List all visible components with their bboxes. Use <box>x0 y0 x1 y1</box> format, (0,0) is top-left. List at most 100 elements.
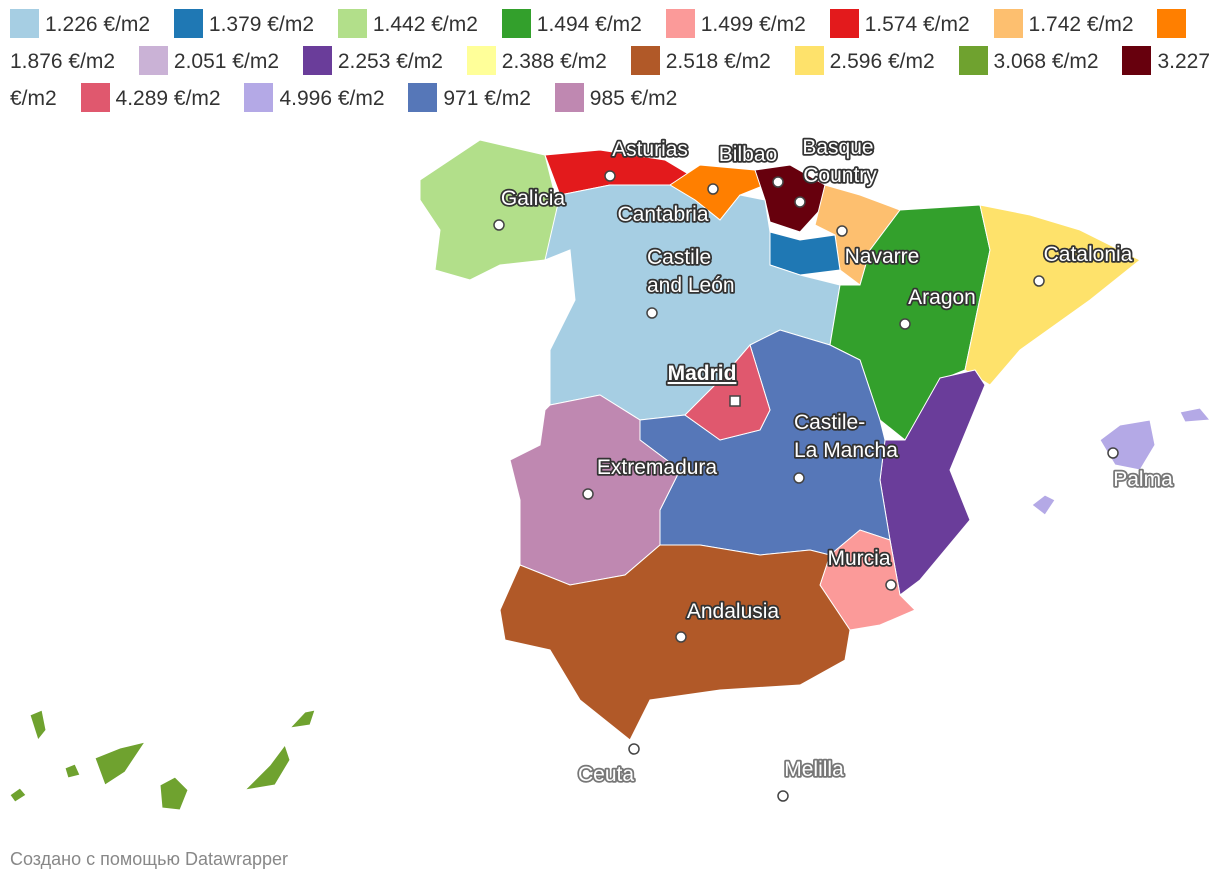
legend-swatch <box>554 83 584 112</box>
legend: 1.226 €/m2 1.379 €/m2 1.442 €/m2 1.494 €… <box>10 6 1210 117</box>
legend-label: 1.494 €/m2 <box>536 13 642 36</box>
city-dot <box>772 176 784 188</box>
legend-swatch <box>466 46 496 75</box>
legend-item: 4.996 €/m2 <box>244 83 385 112</box>
city-dot <box>1107 447 1119 459</box>
legend-label: 1.442 €/m2 <box>372 13 478 36</box>
place-label: Castile- <box>794 411 865 434</box>
legend-item: 1.442 €/m2 <box>337 9 478 38</box>
region-madrid <box>684 343 771 441</box>
legend-item: 971 €/m2 <box>408 83 531 112</box>
legend-item: 1.499 €/m2 <box>665 9 806 38</box>
legend-label: 2.253 €/m2 <box>337 50 443 73</box>
region-andalusia <box>499 544 851 741</box>
region-menorca <box>1179 407 1212 423</box>
legend-swatch <box>138 46 168 75</box>
legend-swatch <box>408 83 438 112</box>
legend-label: 4.289 €/m2 <box>115 87 221 110</box>
place-label: Galicia <box>501 187 566 210</box>
legend-item: 2.596 €/m2 <box>794 46 935 75</box>
legend-label: 2.518 €/m2 <box>665 50 771 73</box>
legend-swatch <box>958 46 988 75</box>
place-label: Castile <box>647 246 711 269</box>
regions <box>9 139 1212 811</box>
legend-label: 1.379 €/m2 <box>208 13 314 36</box>
legend-item: 985 €/m2 <box>554 83 678 112</box>
place-label: Aragon <box>908 286 976 309</box>
legend-label: 971 €/m2 <box>443 87 531 110</box>
city-dot <box>675 631 687 643</box>
city-dot <box>793 472 805 484</box>
place-label: Ceuta <box>578 763 634 786</box>
place-label: Cantabria <box>617 203 708 226</box>
legend-label: 1.742 €/m2 <box>1028 13 1134 36</box>
legend-label: 4.996 €/m2 <box>279 87 385 110</box>
legend-label: 2.596 €/m2 <box>829 50 935 73</box>
place-label: Country <box>803 164 877 187</box>
legend-label: 1.226 €/m2 <box>45 13 151 36</box>
legend-label: 1.574 €/m2 <box>864 13 970 36</box>
legend-swatch <box>794 46 824 75</box>
markers <box>493 170 1119 802</box>
legend-label: 3.068 €/m2 <box>993 50 1099 73</box>
legend-item: 1.379 €/m2 <box>173 9 314 38</box>
region-valencia <box>879 369 986 596</box>
place-label: Extremadura <box>597 456 718 479</box>
place-label: Basque <box>802 136 873 159</box>
legend-item: 3.227 €/m2 <box>10 46 1210 110</box>
legend-swatch <box>1157 9 1187 38</box>
region-ibiza <box>1031 494 1056 516</box>
region-canary <box>9 787 27 803</box>
legend-swatch <box>337 9 367 38</box>
legend-item: 1.876 €/m2 <box>10 9 1192 73</box>
place-label: and León <box>647 274 735 297</box>
city-dot <box>885 579 897 591</box>
legend-item: 2.051 €/m2 <box>138 46 279 75</box>
region-canary <box>94 741 147 786</box>
legend-label: 985 €/m2 <box>589 87 678 110</box>
region-canary <box>64 763 81 779</box>
place-label: Asturias <box>612 138 688 161</box>
city-dot <box>1033 275 1045 287</box>
city-dot <box>604 170 616 182</box>
place-label: Melilla <box>784 758 844 781</box>
legend-swatch <box>829 9 859 38</box>
city-dot <box>582 488 594 500</box>
legend-item: 1.574 €/m2 <box>829 9 970 38</box>
place-label: Madrid <box>668 362 737 385</box>
place-label: Catalonia <box>1044 243 1133 266</box>
city-dot <box>836 225 848 237</box>
city-dot <box>777 790 789 802</box>
legend-swatch <box>501 9 531 38</box>
place-label: Palma <box>1113 468 1173 491</box>
region-catalonia <box>964 204 1141 386</box>
place-label: Murcia <box>827 547 890 570</box>
legend-swatch <box>302 46 332 75</box>
legend-label: 1.876 €/m2 <box>10 50 116 73</box>
legend-label: 1.499 €/m2 <box>700 13 806 36</box>
legend-item: 3.068 €/m2 <box>958 46 1099 75</box>
region-canary <box>29 709 47 742</box>
city-dot <box>899 318 911 330</box>
capital-marker <box>729 395 741 407</box>
city-dot <box>646 307 658 319</box>
legend-item: 1.494 €/m2 <box>501 9 642 38</box>
legend-swatch <box>993 9 1023 38</box>
city-dot <box>794 196 806 208</box>
legend-item: 1.226 €/m2 <box>10 9 151 38</box>
city-dot <box>628 743 640 755</box>
city-dot <box>493 219 505 231</box>
legend-swatch <box>10 9 39 38</box>
legend-item: 2.253 €/m2 <box>302 46 443 75</box>
footer: Создано с помощью Datawrapper <box>10 849 289 869</box>
legend-item: 4.289 €/m2 <box>80 83 221 112</box>
legend-label: 2.051 €/m2 <box>173 50 279 73</box>
place-label: La Mancha <box>794 439 898 462</box>
region-canary <box>159 776 189 811</box>
legend-item: 1.742 €/m2 <box>993 9 1134 38</box>
region-mallorca <box>1099 419 1156 471</box>
legend-swatch <box>244 83 274 112</box>
place-label: Andalusia <box>687 600 780 623</box>
legend-swatch <box>173 9 203 38</box>
